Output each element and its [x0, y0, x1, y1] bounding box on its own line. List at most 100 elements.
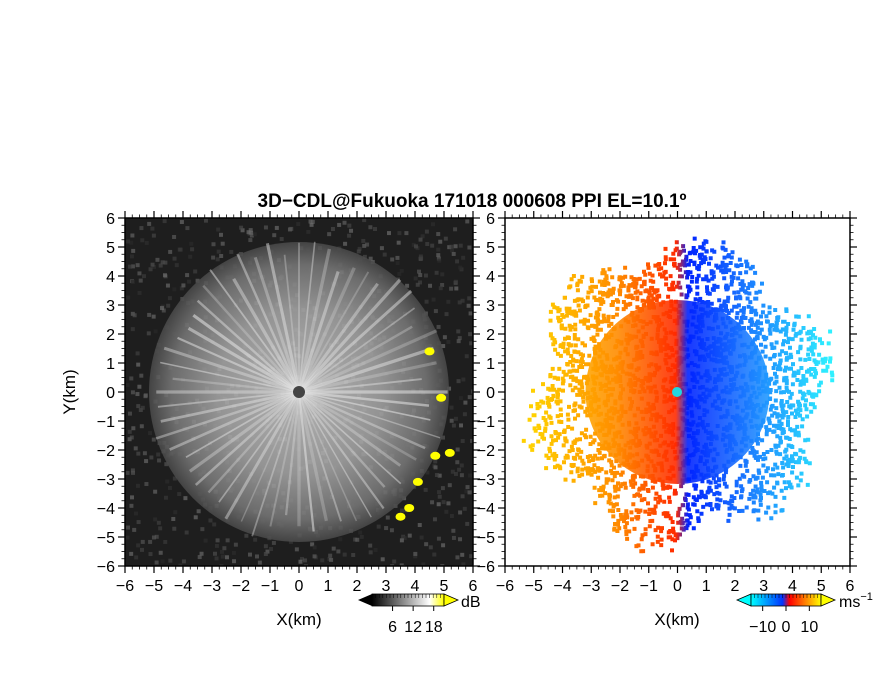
y-tick-label: −5 [97, 530, 115, 547]
strong-echo-group [395, 347, 455, 521]
x-tick-label: −4 [174, 578, 192, 595]
reflectivity-beam [177, 336, 300, 393]
reflectivity-beam [297, 391, 315, 532]
reflectivity-beam [298, 361, 437, 394]
reflectivity-beam [297, 267, 356, 393]
reflectivity-beam [298, 346, 435, 394]
strong-echo-mark [412, 477, 423, 486]
velocity-echo-pixels [521, 236, 835, 554]
reflectivity-beam [298, 325, 413, 394]
reflectivity-beam [298, 391, 372, 518]
reflectivity-beam [218, 391, 300, 503]
reflectivity-beam [297, 248, 332, 393]
reflectivity-beam-streaks [155, 241, 448, 537]
y-tick-label: −5 [477, 530, 495, 547]
colorbar-tick-label: 18 [425, 619, 443, 636]
reflectivity-beam [284, 391, 301, 516]
reflectivity-beam [232, 277, 301, 393]
x-tick-label: −3 [582, 578, 600, 595]
reflectivity-beam [298, 378, 422, 393]
reflectivity-y-axis-label: Y(km) [60, 369, 79, 414]
x-tick-label: −1 [640, 578, 658, 595]
reflectivity-beam [298, 391, 402, 485]
reflectivity-beam [265, 243, 301, 393]
reflectivity-beam [209, 269, 300, 393]
reflectivity-beam [192, 313, 300, 394]
reflectivity-beam [298, 391, 386, 488]
x-tick-label: −2 [611, 578, 629, 595]
colorbar-tick-label: −10 [749, 619, 776, 636]
y-tick-label: 2 [106, 327, 115, 344]
x-tick-label: −2 [232, 578, 250, 595]
reflectivity-beam [194, 391, 300, 486]
y-tick-label: 4 [486, 269, 495, 286]
reflectivity-beam [224, 391, 301, 520]
y-tick-label: 2 [486, 327, 495, 344]
radar-site-marker [293, 386, 305, 398]
velocity-colorbar-unit: ms−1 [839, 591, 873, 611]
reflectivity-beam [298, 241, 316, 393]
velocity-panel: −6−6 −5 −5 −4 −4 −3 −3 −2 −2 −1 −1 0 0 1 1 2 2 3 3 4 4 5 5 6 6 X… [477, 211, 857, 629]
y-tick-label: 6 [106, 211, 115, 228]
x-tick-label: 0 [673, 578, 682, 595]
strong-echo-mark [430, 451, 441, 460]
y-tick-label: 1 [106, 356, 115, 373]
x-tick-label: 2 [353, 578, 362, 595]
y-tick-label: −1 [477, 414, 495, 431]
reflectivity-beam [187, 326, 300, 394]
reflectivity-beam [297, 278, 402, 394]
x-tick-label: −6 [116, 578, 134, 595]
x-tick-label: −4 [553, 578, 571, 595]
x-tick-label: 4 [411, 578, 420, 595]
x-tick-label: −5 [145, 578, 163, 595]
colorbar-tick-label: 6 [388, 619, 397, 636]
reflectivity-beam [253, 256, 301, 393]
strong-echo-mark [404, 504, 415, 512]
reflectivity-beam [251, 391, 300, 537]
colorbar-tick-label: 10 [800, 619, 818, 636]
y-tick-label: −4 [97, 501, 115, 518]
y-tick-label: 3 [106, 298, 115, 315]
x-tick-label: −1 [261, 578, 279, 595]
reflectivity-colorbar: 6 12 18 dB [358, 593, 481, 636]
velocity-colorbar-unit-exponent: −1 [860, 591, 873, 603]
reflectivity-beam [298, 391, 385, 510]
y-tick-label: 6 [486, 211, 495, 228]
reflectivity-beam [298, 391, 342, 522]
y-tick-label: −3 [477, 472, 495, 489]
x-tick-label: 4 [788, 578, 797, 595]
x-tick-label: 1 [324, 578, 333, 595]
x-tick-label: 5 [817, 578, 826, 595]
reflectivity-beam [196, 299, 300, 393]
y-tick-label: 5 [106, 240, 115, 257]
reflectivity-colorbar-unit: dB [461, 594, 481, 611]
y-tick-label: −3 [97, 472, 115, 489]
velocity-colorbar-ticks: −10 0 10 [749, 594, 822, 636]
reflectivity-beam [160, 361, 300, 393]
y-tick-label: −1 [97, 414, 115, 431]
x-tick-label: 0 [295, 578, 304, 595]
y-tick-label: −6 [97, 559, 115, 576]
reflectivity-beam [236, 253, 301, 393]
velocity-radar-site-marker [672, 387, 682, 397]
x-tick-label: 6 [846, 578, 855, 595]
y-tick-label: −2 [477, 443, 495, 460]
y-tick-label: 0 [486, 385, 495, 402]
reflectivity-panel: −6−6 −5 −5 −4 −4 −3 −3 −2 −2 −1 −1 0 0 1 1 2 2 3 3 4 4 5 5 6 6 Y… [60, 211, 480, 629]
reflectivity-beam [298, 391, 431, 421]
velocity-colorbar: −10 0 10 ms−1 [735, 591, 873, 636]
y-tick-label: 1 [486, 356, 495, 373]
strong-echo-mark [436, 393, 447, 402]
strong-echo-mark [444, 448, 455, 457]
y-tick-label: 4 [106, 269, 115, 286]
x-tick-label: −6 [496, 578, 514, 595]
reflectivity-axis-ticks: −6−6 −5 −5 −4 −4 −3 −3 −2 −2 −1 −1 0 0 1 1 2 2 3 3 4 4 5 5 6 6 [97, 211, 480, 595]
reflectivity-x-axis-label: X(km) [276, 610, 321, 629]
y-tick-label: 3 [486, 298, 495, 315]
x-tick-label: −5 [525, 578, 543, 595]
strong-echo-mark [395, 512, 406, 521]
reflectivity-beam [269, 391, 300, 527]
reflectivity-beam [240, 391, 300, 522]
x-tick-label: 3 [759, 578, 768, 595]
